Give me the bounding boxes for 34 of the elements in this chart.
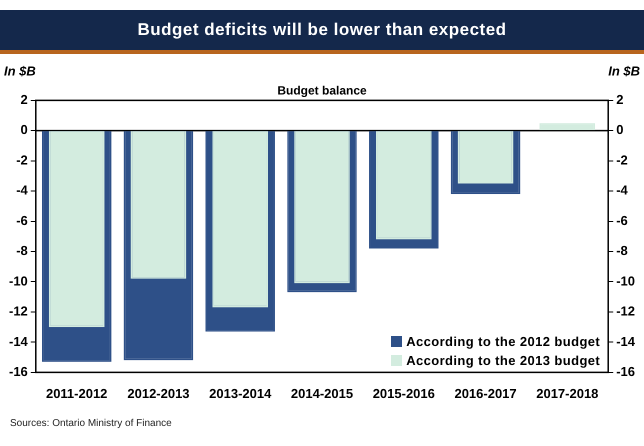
y-tick-label: -16 xyxy=(8,364,28,379)
chart-title: Budget deficits will be lower than expected xyxy=(0,10,644,54)
y2-tick-label: -2 xyxy=(616,152,628,168)
x-tick-label: 2015-2016 xyxy=(372,386,435,401)
y-tick-label: 2 xyxy=(20,92,28,107)
source-note: Sources: Ontario Ministry of Finance xyxy=(10,418,172,429)
y-axis-title: In $B xyxy=(4,63,36,78)
y-tick-label: 0 xyxy=(20,122,28,138)
y2-tick-label: -16 xyxy=(616,364,636,379)
y2-tick-label: 2 xyxy=(616,92,624,107)
y2-tick-label: -8 xyxy=(616,243,628,258)
y2-tick-label: -10 xyxy=(616,273,636,288)
x-tick-label: 2012-2013 xyxy=(127,386,190,401)
y2-tick-label: -6 xyxy=(616,212,628,228)
y2-tick-label: -12 xyxy=(616,304,636,319)
y-tick-label: -12 xyxy=(8,304,28,319)
legend-label: According to the 2013 budget xyxy=(406,353,600,368)
y-tick-label: -6 xyxy=(16,212,28,228)
x-tick-label: 2014-2015 xyxy=(290,386,354,401)
y2-axis-title: In $B xyxy=(608,63,640,78)
legend-label: According to the 2012 budget xyxy=(406,334,600,350)
chart-subtitle: Budget balance xyxy=(277,84,367,98)
y-tick-label: -10 xyxy=(8,273,28,288)
y2-tick-label: -4 xyxy=(616,182,629,198)
y2-tick-label: -14 xyxy=(616,334,636,349)
x-tick-label: 2016-2017 xyxy=(454,386,517,401)
x-tick-label: 2011-2012 xyxy=(46,386,108,401)
y-tick-label: -4 xyxy=(16,182,29,198)
y-tick-label: -8 xyxy=(16,243,28,258)
x-tick-label: 2013-2014 xyxy=(209,386,272,401)
y-tick-label: -2 xyxy=(16,152,28,168)
x-tick-label: 2017-2018 xyxy=(536,386,598,401)
y2-tick-label: 0 xyxy=(616,122,624,138)
y-tick-label: -14 xyxy=(8,334,29,349)
